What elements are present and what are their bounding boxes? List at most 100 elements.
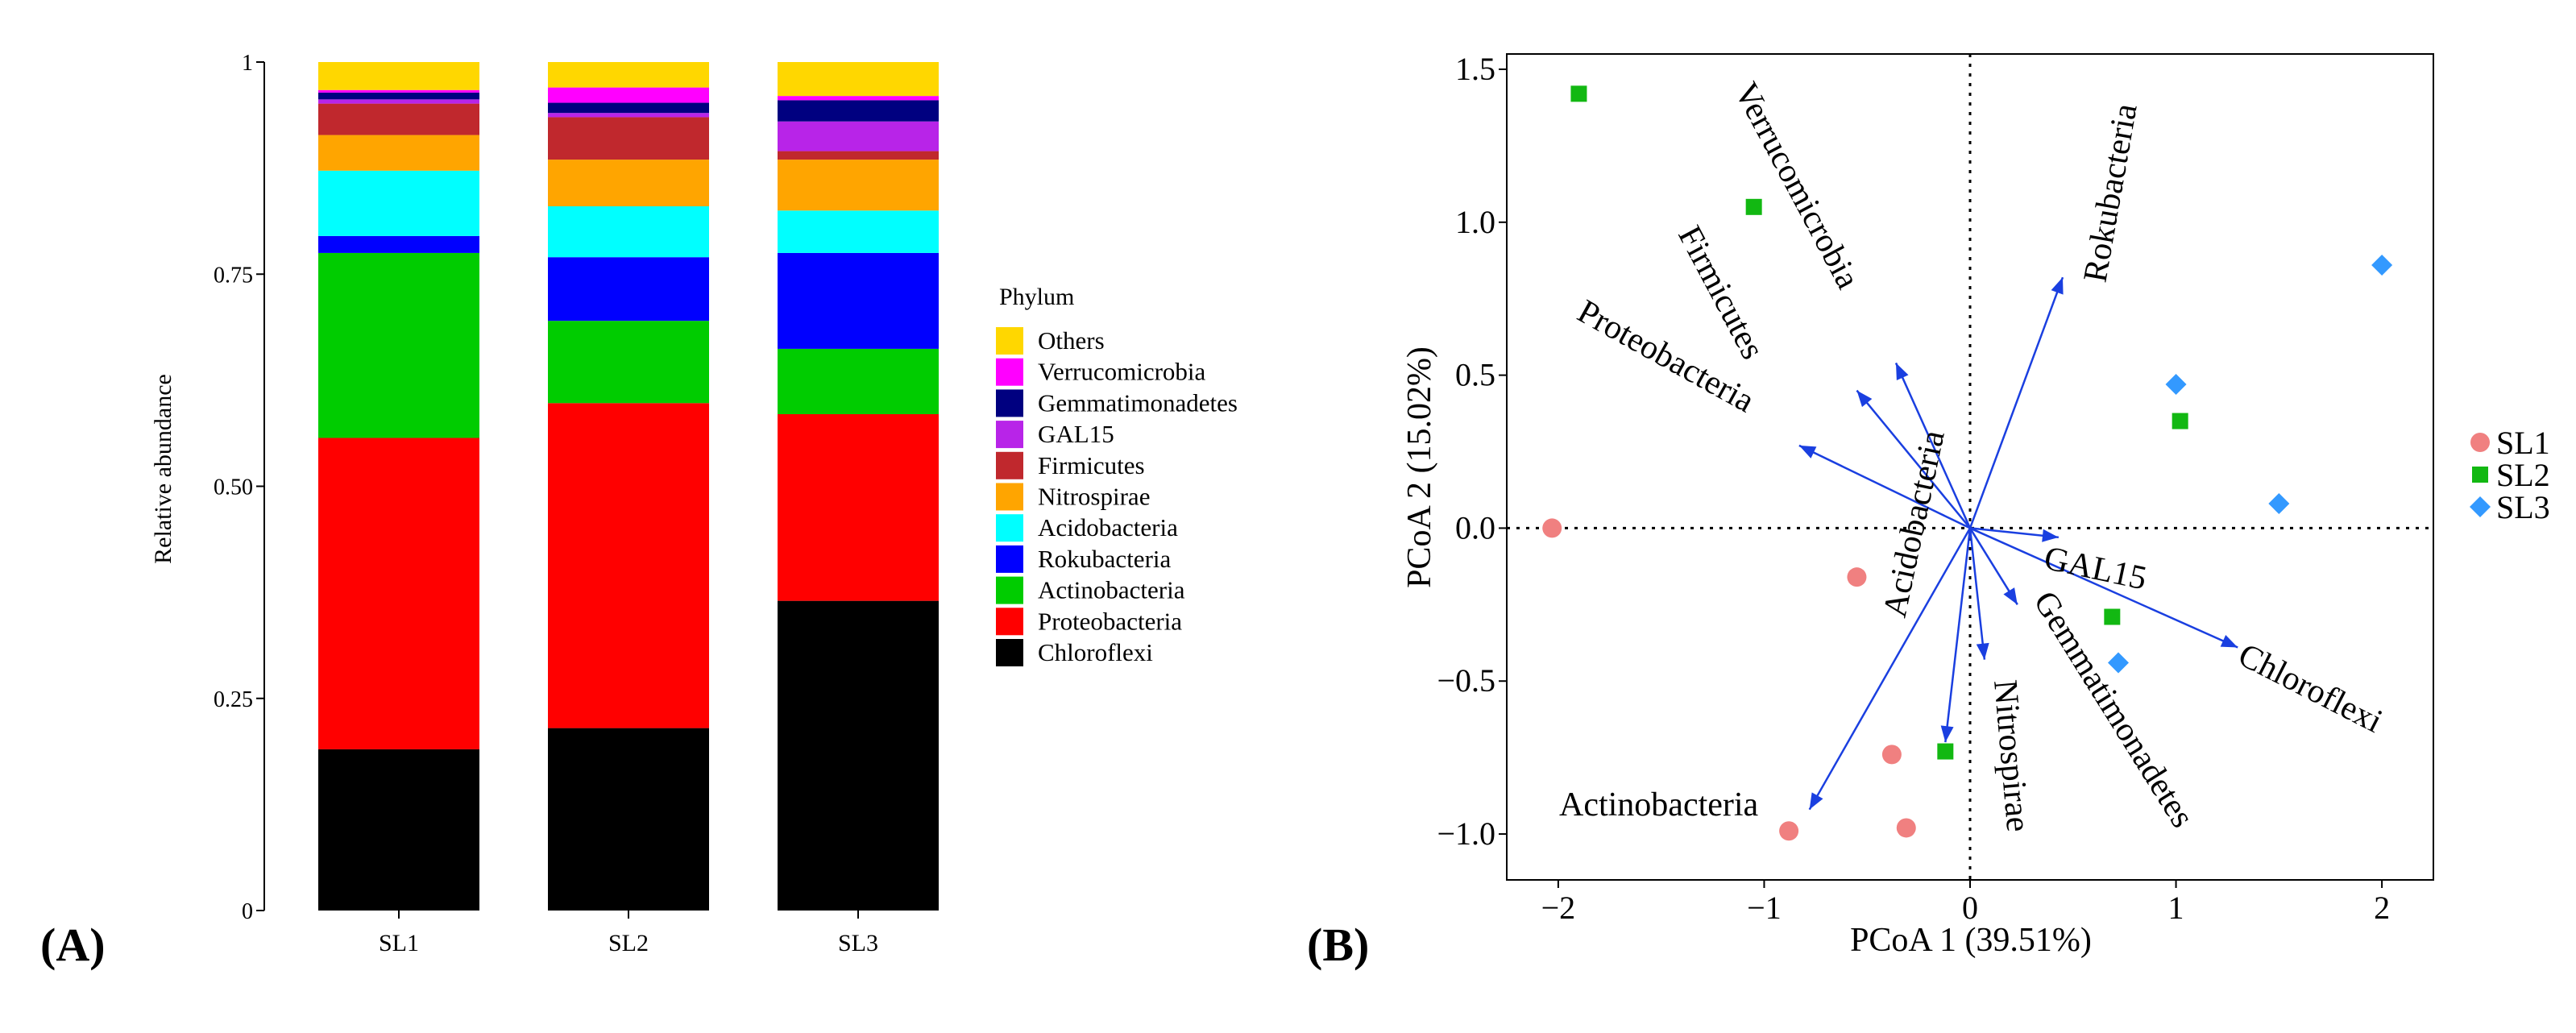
b-point-sl2 [1570,85,1587,102]
bar-segment-sl2-gemmatimonadetes [548,102,709,114]
bar-segment-sl3-verrucomicrobia [778,96,939,101]
a-legend-swatch-proteobacteria [996,608,1023,636]
a-legend-label: GAL15 [1038,420,1114,448]
b-arrow-head [2003,587,2018,605]
panel-a-stacked-bar-chart: 0 0.25 0.50 0.75 1 Relative abundance SL1 SL2… [40,51,1238,971]
b-arrow-head [1809,792,1823,810]
bar-segment-sl1-nitrospirae [318,135,479,171]
b-arrow-gemmatimonadetes [1968,527,2018,605]
b-point-sl2 [2172,413,2188,429]
b-arrow-label-verrucomicrobia: Verrucomicrobia [1727,77,1866,295]
a-legend-swatch-firmicutes [996,451,1023,479]
bar-segment-sl1-actinobacteria [318,252,479,438]
bar-segment-sl3-acidobacteria [778,210,939,253]
bar-segment-sl1-firmicutes [318,103,479,135]
a-legend-label: Rokubacteria [1038,545,1172,573]
b-point-sl1 [1881,745,1902,765]
a-y-tick-label: 0.50 [214,475,253,500]
bar-segment-sl2-chloroflexi [548,728,709,911]
panel-label-a: (A) [40,919,106,971]
b-y-tick-label: −0.5 [1437,662,1495,699]
bar-segment-sl3-others [778,62,939,97]
b-point-sl3 [2165,374,2187,395]
bar-segment-sl3-proteobacteria [778,413,939,601]
b-arrow-label-rokubacteria: Rokubacteria [2077,101,2145,285]
b-arrow-shaft [1968,276,2064,529]
b-point-sl3 [2371,254,2393,276]
a-legend-label: Acidobacteria [1038,513,1178,541]
bar-segment-sl2-gal15 [548,113,709,118]
panel-b-pcoa-biplot: −2 −1 0 1 2 −1.0 −0.5 0.0 0.5 1.0 1.5 Verrucomicro… [1307,51,2550,971]
b-arrow-head [1940,725,1954,743]
a-x-tick-label: SL2 [608,930,649,956]
b-arrow-head [1896,363,1909,380]
bar-segment-sl2-proteobacteria [548,403,709,728]
b-reference-lines [1507,54,2433,880]
bar-segment-sl3-chloroflexi [778,600,939,911]
b-arrow-head [2042,529,2059,542]
bar-segment-sl2-firmicutes [548,117,709,160]
b-legend-label-sl1: SL1 [2496,425,2550,461]
b-arrow-shaft [1856,389,1971,529]
b-arrow-shaft [1808,527,1972,811]
b-legend-label-sl2: SL2 [2496,457,2550,493]
b-point-sl3 [2108,652,2129,674]
b-arrow-rokubacteria [1968,276,2064,529]
b-arrow-head [2051,277,2064,295]
b-arrow-shaft [1969,527,2238,649]
b-arrow-label-actinobacteria: Actinobacteria [1559,786,1759,823]
a-y-tick-label: 0.75 [214,263,253,288]
a-bars [318,62,939,911]
a-legend-label: Others [1038,326,1105,355]
b-y-tick-label: 1.0 [1455,204,1495,240]
b-arrow-label-firmicutes: Firmicutes [1670,220,1771,365]
b-arrow-shaft [1798,444,1971,529]
a-legend: Phylum Others VerrucomicrobiaGemmatimonad… [996,284,1238,666]
bar-segment-sl3-gemmatimonadetes [778,100,939,122]
a-legend-swatch-chloroflexi [996,639,1023,666]
b-y-tick-label: −1.0 [1437,815,1495,852]
a-legend-swatch-others [996,327,1023,355]
b-point-sl1 [1847,567,1867,587]
b-point-sl3 [2268,493,2290,515]
a-x-tick-labels: SL1 SL2 SL3 [379,911,878,956]
b-arrow-shaft [1894,362,1972,529]
b-point-legend-sl1 [2470,433,2490,452]
b-arrow-chloroflexi [1969,527,2238,649]
b-y-axis-title: PCoA 2 (15.02%) [1401,346,1438,588]
bar-segment-sl1-proteobacteria [318,438,479,749]
b-arrow-head [1798,445,1817,458]
a-legend-label: Proteobacteria [1038,607,1182,635]
b-point-legend-sl2 [2472,467,2488,483]
b-plot-frame [1506,53,2434,881]
bar-segment-sl2-verrucomicrobia [548,87,709,103]
a-legend-label: Firmicutes [1038,451,1145,479]
b-arrow-firmicutes [1856,389,1971,529]
b-arrow-label-nitrospirae: Nitrospirae [1986,678,2036,833]
b-sample-points [1542,85,2393,841]
bar-segment-sl1-rokubacteria [318,235,479,253]
b-x-tick-label: 2 [2374,890,2390,926]
b-arrow-shaft [1968,528,1986,660]
b-arrow-nitrospirae [1968,528,1989,660]
b-point-legend-sl3 [2470,496,2491,517]
a-legend-label: Actinobacteria [1038,576,1185,604]
a-legend-swatch-actinobacteria [996,576,1023,604]
b-x-tick-label: −2 [1541,890,1576,926]
a-legend-swatch-nitrospirae [996,483,1023,511]
b-arrow-label-acidobacteria: Acidobacteria [1877,427,1952,620]
bar-segment-sl1-verrucomicrobia [318,89,479,93]
b-point-sl1 [1896,818,1916,838]
bar-segment-sl3-gal15 [778,121,939,151]
b-point-sl2 [2104,608,2121,625]
a-y-tick-label: 0.25 [214,687,253,712]
a-legend-label: Gemmatimonadetes [1038,388,1238,417]
b-arrow-proteobacteria [1798,444,1971,529]
b-y-tick-label: 0.0 [1455,509,1495,546]
bar-segment-sl3-actinobacteria [778,348,939,414]
b-tick-marks-and-labels: −2 −1 0 1 2 −1.0 −0.5 0.0 0.5 1.0 1.5 [1437,51,2390,926]
a-legend-swatch-gemmatimonadetes [996,389,1023,417]
b-arrow-label-chloroflexi: Chloroflexi [2232,637,2387,741]
b-point-sl1 [1542,518,1562,538]
